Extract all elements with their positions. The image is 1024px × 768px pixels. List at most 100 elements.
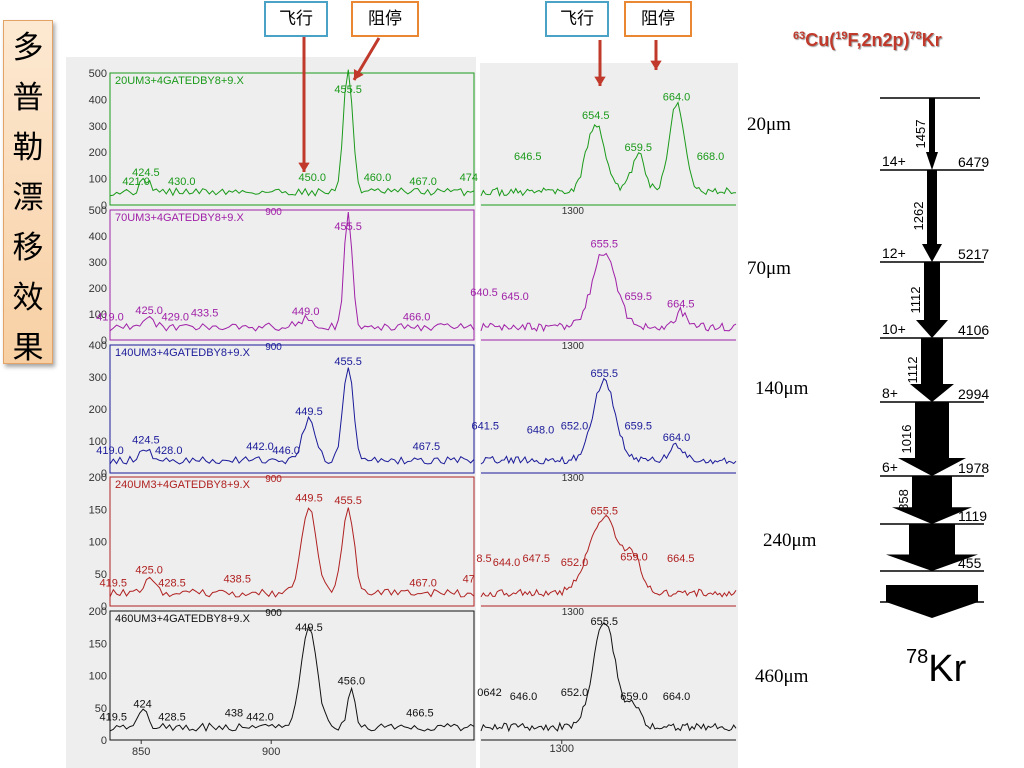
transition-arrow-bottom <box>886 585 978 618</box>
top-tick-label: 900 <box>265 474 282 485</box>
transition-arrow <box>926 98 938 170</box>
level-spin: 12+ <box>882 245 906 261</box>
level-spin: 14+ <box>882 153 906 169</box>
stop-arrow-right-head <box>650 60 662 70</box>
peak-label: 652.0 <box>561 687 589 699</box>
transition-arrow <box>916 262 948 338</box>
spectrum-line-left-p20 <box>109 69 475 197</box>
top-tick-label-right: 1300 <box>562 341 585 352</box>
peak-label: 433.5 <box>191 308 219 320</box>
transition-arrow <box>892 476 972 524</box>
top-tick-label-right: 1300 <box>562 473 585 484</box>
transition-arrow <box>910 338 954 402</box>
y-tick-label: 150 <box>89 504 107 516</box>
peak-label: 430.0 <box>168 176 196 188</box>
title-char: 漂 <box>12 180 44 216</box>
peak-label: 467.0 <box>409 176 437 188</box>
peak-label: 460.0 <box>364 172 392 184</box>
transition-energy: 1457 <box>913 120 928 149</box>
peak-label: 659.5 <box>624 142 652 154</box>
reaction-label: 63Cu(19F,2n2p)78Kr <box>793 30 942 50</box>
y-tick-label: 100 <box>89 537 107 549</box>
top-tick-label-right: 1300 <box>562 206 585 217</box>
peak-label: 425.0 <box>135 305 163 317</box>
flight-label-left: 飞行 <box>264 1 328 37</box>
transition-arrow <box>922 170 942 262</box>
spectrum-title-p460: 460UM3+4GATEDBY8+9.X <box>115 613 251 625</box>
peak-label: 421.0 <box>122 176 150 188</box>
y-tick-label: 100 <box>89 436 107 448</box>
peak-label: 0642 <box>477 687 501 699</box>
title-char: 果 <box>12 330 44 366</box>
top-tick-label: 900 <box>265 207 282 218</box>
peak-label: 442.0 <box>246 712 274 724</box>
transition-energy: 1016 <box>899 425 914 454</box>
peak-label: 467.0 <box>409 578 437 590</box>
level-spin: 6+ <box>882 459 898 475</box>
peak-label: 664.5 <box>667 298 695 310</box>
peak-label: 647.5 <box>522 553 550 565</box>
peak-label: 455.5 <box>334 495 362 507</box>
y-tick-label: 0 <box>101 200 107 212</box>
peak-label: 446.0 <box>272 445 300 457</box>
peak-label: 655.5 <box>590 239 618 251</box>
y-tick-label: 400 <box>89 340 107 352</box>
y-tick-label: 0 <box>101 735 107 747</box>
transition-arrow <box>886 524 978 571</box>
peak-label: 419.5 <box>99 712 127 724</box>
peak-label: 648.0 <box>527 424 555 436</box>
peak-label: 456.0 <box>338 675 366 687</box>
stop-label-left: 阻停 <box>351 1 419 37</box>
transition-energy: 858 <box>896 489 911 511</box>
title-char: 多 <box>12 30 44 66</box>
peak-label: 646.0 <box>510 691 538 703</box>
y-tick-label: 300 <box>89 257 107 269</box>
spectrum-title-p240: 240UM3+4GATEDBY8+9.X <box>115 479 251 491</box>
nucleus-label: 78Kr <box>906 646 967 690</box>
spectrum-frame-left-p240 <box>109 476 475 607</box>
peak-label: 668.0 <box>697 151 725 163</box>
thickness-label-70: 70μm <box>747 258 791 279</box>
y-tick-label: 150 <box>89 638 107 650</box>
peak-label: 450.0 <box>298 172 326 184</box>
thickness-label-240: 240μm <box>763 530 817 551</box>
thickness-label-140: 140μm <box>755 378 809 399</box>
peak-label: 449.5 <box>295 622 323 634</box>
peak-label: 641.5 <box>471 420 499 432</box>
title-char: 效 <box>12 280 44 316</box>
right-panel-bg <box>480 63 738 768</box>
spectrum-line-left-p70 <box>109 212 475 332</box>
spectrum-frame-left-p460 <box>109 610 475 741</box>
spectrum-line-left-p460 <box>109 624 475 733</box>
peak-label: 424.5 <box>132 167 160 179</box>
peak-label: 47 <box>463 574 475 586</box>
y-tick-label: 400 <box>89 231 107 243</box>
spectrum-frame-left-p20 <box>109 72 475 206</box>
peak-label: 442.0 <box>246 441 274 453</box>
thickness-label-460: 460μm <box>755 666 809 687</box>
peak-label: 428.5 <box>158 712 186 724</box>
peak-label: 654.5 <box>582 110 610 122</box>
y-tick-label: 100 <box>89 671 107 683</box>
y-tick-label: 100 <box>89 309 107 321</box>
peak-label: 664.5 <box>667 553 695 565</box>
y-tick-label: 200 <box>89 606 107 618</box>
peak-label: 646.5 <box>514 151 542 163</box>
top-tick-label: 900 <box>265 608 282 619</box>
peak-label: 664.0 <box>663 432 691 444</box>
y-tick-label: 500 <box>89 205 107 217</box>
title-char: 勒 <box>12 130 44 166</box>
peak-label: 659.0 <box>620 691 648 703</box>
peak-label: 655.5 <box>590 616 618 628</box>
x-tick-label-right: 1300 <box>550 743 574 755</box>
transition-arrow <box>898 402 966 476</box>
flight-arrow-right-head <box>594 76 606 86</box>
y-tick-label: 500 <box>89 68 107 80</box>
peak-label: 652.0 <box>561 420 589 432</box>
level-energy: 2994 <box>958 386 989 402</box>
y-tick-label: 200 <box>89 472 107 484</box>
spectrum-title-p70: 70UM3+4GATEDBY8+9.X <box>115 212 244 224</box>
peak-label: 474 <box>460 172 478 184</box>
